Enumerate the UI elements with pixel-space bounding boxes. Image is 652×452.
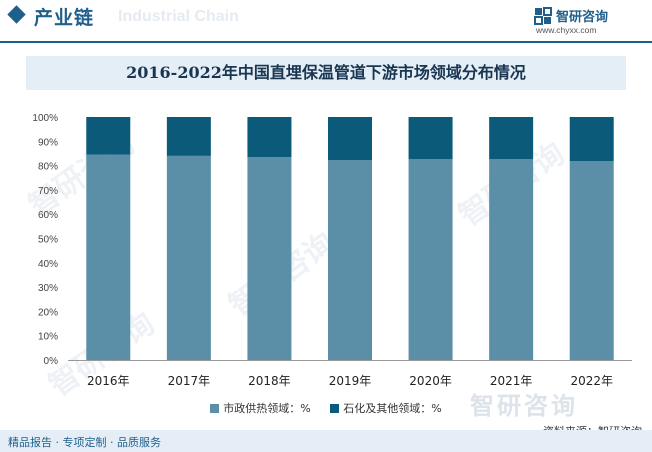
bar-segment-municipal [86, 154, 131, 360]
bar-segment-municipal [489, 159, 534, 360]
bar-segment-municipal [569, 161, 614, 360]
legend-label: 石化及其他领域：% [343, 402, 442, 415]
y-tick-label: 60% [38, 210, 58, 221]
bar-segment-petro [569, 117, 614, 162]
bar-segment-petro [328, 117, 372, 161]
bar-segment-petro [489, 117, 534, 160]
y-tick-label: 30% [38, 283, 58, 294]
x-tick-label: 2019年 [329, 374, 372, 388]
x-axis: 2016年 2017年 2018年 2019年 2020年 2021年 2022年 [68, 360, 632, 388]
legend-item-municipal: 市政供热领域：% [210, 400, 311, 416]
bar-segment-petro [166, 117, 211, 156]
y-tick-label: 0% [44, 356, 59, 367]
brand-watermark: 智研咨询 [470, 392, 578, 420]
bar-segment-petro [86, 117, 131, 155]
chart-title: 2016-2022年中国直埋保温管道下游市场领域分布情况 [126, 63, 526, 82]
brand-name: 智研咨询 [556, 10, 609, 25]
x-tick-label: 2017年 [168, 374, 211, 388]
chart-title-bar: 2016-2022年中国直埋保温管道下游市场领域分布情况 [26, 56, 626, 90]
bar-segment-petro [408, 117, 453, 160]
y-tick-label: 70% [38, 186, 58, 197]
header-title: 产业链 [34, 7, 95, 29]
legend: 市政供热领域：% 石化及其他领域：% [0, 400, 652, 416]
x-tick-label: 2018年 [248, 374, 291, 388]
footer-text: 精品报告 · 专项定制 · 品质服务 [8, 436, 161, 449]
stacked-bar-chart: 0%10%20%30%40%50%60%70%80%90%100% 2016年 2… [32, 113, 632, 388]
y-tick-label: 20% [38, 307, 58, 318]
y-tick-label: 10% [38, 332, 58, 343]
bar-segment-petro [247, 117, 292, 158]
diamond-icon [7, 5, 26, 24]
header-watermark: Industrial Chain [118, 8, 239, 25]
brand-url: www.chyxx.com [536, 25, 597, 35]
y-tick-label: 40% [38, 259, 58, 270]
header-divider [0, 41, 652, 43]
legend-item-petro: 石化及其他领域：% [330, 400, 442, 416]
bar-segment-municipal [328, 160, 372, 360]
header: 产业链 Industrial Chain 智研咨询 www.chyxx.com [0, 0, 652, 36]
x-tick-label: 2016年 [87, 374, 130, 388]
y-tick-label: 80% [38, 162, 58, 173]
bar-segment-municipal [247, 157, 292, 360]
brand: 智研咨询 www.chyxx.com [534, 4, 644, 36]
bars [86, 117, 614, 360]
legend-swatch [210, 404, 220, 413]
legend-label: 市政供热领域：% [223, 402, 311, 415]
x-tick-label: 2021年 [490, 374, 533, 388]
x-tick-label: 2020年 [409, 374, 452, 388]
brand-logo-icon [534, 7, 552, 25]
y-tick-label: 50% [38, 235, 58, 246]
bar-segment-municipal [166, 155, 211, 360]
y-tick-label: 90% [38, 137, 58, 148]
bar-segment-municipal [408, 159, 453, 360]
y-axis: 0% 10% 20% 30% 40% 50% 60% 70% 80% 90% 100% [32, 113, 58, 367]
y-tick-label: 100% [32, 113, 58, 124]
footer: 精品报告 · 专项定制 · 品质服务 [0, 430, 652, 452]
legend-swatch [330, 404, 340, 413]
x-tick-label: 2022年 [570, 374, 613, 388]
